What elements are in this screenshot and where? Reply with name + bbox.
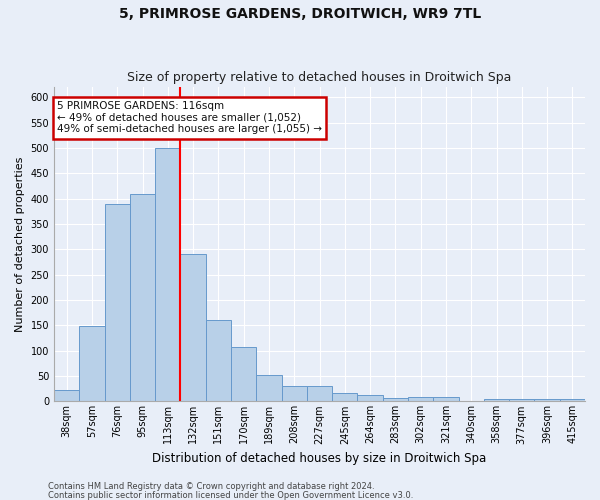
- Bar: [181, 254, 206, 402]
- Bar: [484, 400, 509, 402]
- Y-axis label: Number of detached properties: Number of detached properties: [15, 156, 25, 332]
- Bar: [383, 398, 408, 402]
- Bar: [560, 400, 585, 402]
- Bar: [358, 396, 383, 402]
- Bar: [307, 386, 332, 402]
- Bar: [231, 346, 256, 402]
- Bar: [104, 204, 130, 402]
- Bar: [332, 394, 358, 402]
- Bar: [206, 320, 231, 402]
- Bar: [535, 399, 560, 402]
- Bar: [130, 194, 155, 402]
- Title: Size of property relative to detached houses in Droitwich Spa: Size of property relative to detached ho…: [127, 72, 512, 85]
- Bar: [256, 374, 281, 402]
- Bar: [281, 386, 307, 402]
- X-axis label: Distribution of detached houses by size in Droitwich Spa: Distribution of detached houses by size …: [152, 452, 487, 465]
- Text: 5 PRIMROSE GARDENS: 116sqm
← 49% of detached houses are smaller (1,052)
49% of s: 5 PRIMROSE GARDENS: 116sqm ← 49% of deta…: [56, 101, 322, 134]
- Text: Contains HM Land Registry data © Crown copyright and database right 2024.: Contains HM Land Registry data © Crown c…: [48, 482, 374, 491]
- Bar: [79, 326, 104, 402]
- Text: 5, PRIMROSE GARDENS, DROITWICH, WR9 7TL: 5, PRIMROSE GARDENS, DROITWICH, WR9 7TL: [119, 8, 481, 22]
- Text: Contains public sector information licensed under the Open Government Licence v3: Contains public sector information licen…: [48, 490, 413, 500]
- Bar: [433, 397, 458, 402]
- Bar: [54, 390, 79, 402]
- Bar: [408, 397, 433, 402]
- Bar: [155, 148, 181, 402]
- Bar: [509, 400, 535, 402]
